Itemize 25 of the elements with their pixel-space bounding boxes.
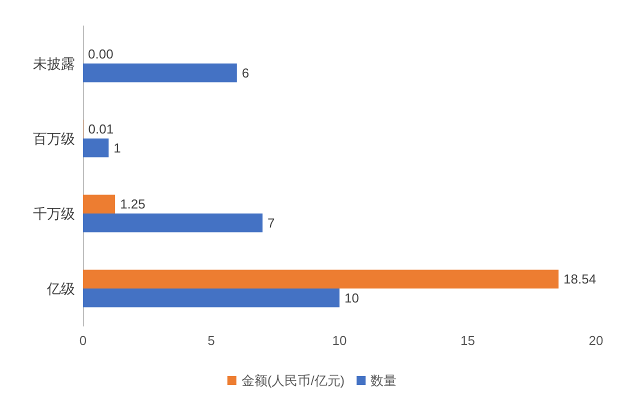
data-label: 7 [268, 215, 275, 230]
data-label: 6 [242, 65, 250, 80]
bar [83, 64, 237, 82]
data-label: 10 [344, 290, 359, 306]
bar [83, 138, 109, 158]
data-label: 0.01 [88, 122, 114, 137]
x-tick-label: 5 [208, 333, 215, 348]
bar [83, 288, 340, 308]
y-tick-label: 亿级 [46, 280, 75, 296]
data-label: 1 [114, 140, 121, 156]
data-label: 18.54 [564, 272, 596, 287]
y-tick-label: 千万级 [33, 206, 75, 222]
y-tick-label: 百万级 [33, 130, 75, 146]
bar [83, 214, 263, 232]
legend-label: 金额(人民币/亿元) [241, 373, 345, 388]
bar [83, 194, 116, 214]
legend-label: 数量 [370, 373, 397, 388]
y-tick-label: 未披露 [33, 56, 75, 72]
x-tick-label: 20 [588, 333, 604, 348]
data-label: 1.25 [120, 196, 146, 212]
x-tick-label: 15 [460, 333, 475, 348]
x-tick-label: 10 [332, 333, 347, 348]
data-label: 0.00 [88, 46, 114, 62]
x-tick-label: 0 [79, 333, 87, 348]
bar [83, 270, 559, 288]
